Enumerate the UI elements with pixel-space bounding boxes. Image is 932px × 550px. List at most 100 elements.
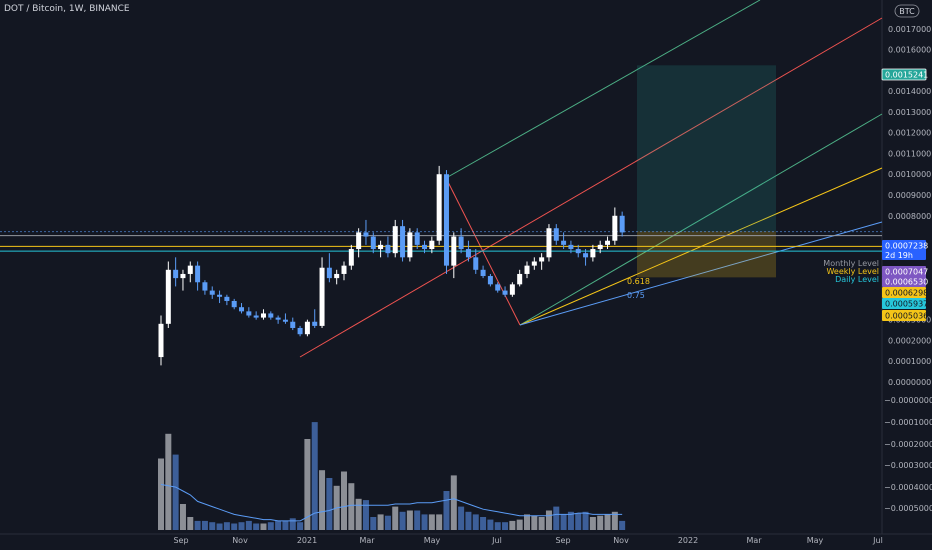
candlesticks	[158, 165, 625, 366]
volume-bar	[406, 510, 413, 530]
volume-bar	[275, 520, 282, 530]
volume-ma-line	[160, 484, 623, 522]
time-label: Jul	[491, 536, 502, 545]
volume-bar	[487, 519, 494, 530]
price-tag-bg	[882, 287, 926, 298]
candle-body	[436, 174, 442, 241]
price-tag-bg	[882, 298, 926, 309]
volume-bar	[311, 422, 318, 530]
candle	[480, 265, 486, 279]
volume-bar	[384, 515, 391, 530]
time-label: Sep	[555, 536, 570, 545]
candle	[509, 282, 515, 297]
candle	[224, 294, 230, 306]
price-tag-value: 0.0006530	[885, 278, 928, 287]
price-tag-bg	[882, 310, 926, 321]
volume-bar	[223, 522, 230, 530]
candle-body	[363, 232, 369, 237]
candle	[319, 257, 325, 328]
price-tick-label: 0.0013000	[888, 108, 931, 117]
currency-badge: BTC	[894, 4, 920, 18]
candle-body	[546, 228, 552, 258]
candle	[597, 240, 603, 254]
volume-tick-label: −0.0004000	[884, 483, 932, 492]
candle-body	[297, 327, 303, 335]
volume-bar	[597, 515, 604, 530]
volume-bar	[341, 471, 347, 530]
candle-body	[304, 321, 310, 335]
candle	[246, 307, 252, 318]
volume-bar	[472, 514, 479, 530]
volume-bar	[319, 470, 326, 530]
candle-body	[224, 296, 230, 301]
candle-body	[319, 267, 325, 326]
candle	[304, 319, 310, 337]
candle-body	[414, 232, 420, 245]
volume-bar	[297, 522, 304, 530]
price-tick-label: 0.0012000	[888, 129, 931, 138]
candle	[568, 240, 574, 254]
volume-bar	[289, 518, 296, 530]
time-axis[interactable]: Sep Nov 2021 Mar May Jul Sep Nov 2022 Mar May Jul	[173, 536, 882, 545]
candle	[282, 313, 288, 324]
price-tick-label: 0.0017000	[888, 25, 931, 34]
candle	[612, 207, 618, 245]
candle	[356, 228, 362, 258]
candle	[260, 309, 266, 320]
time-label: Sep	[173, 536, 188, 545]
candle-body	[590, 249, 596, 258]
candle-body	[341, 265, 347, 274]
candle-body	[239, 307, 245, 312]
candle-body	[407, 232, 413, 258]
volume-bar	[362, 500, 369, 530]
candle	[524, 261, 530, 279]
fan-line-red	[299, 17, 883, 358]
volume-bar	[201, 520, 208, 530]
volume-bar	[253, 523, 260, 530]
volume-bar	[158, 458, 164, 530]
candle-body	[370, 236, 376, 250]
candle-body	[253, 315, 259, 318]
candle-body	[195, 265, 201, 283]
time-label: Nov	[613, 536, 629, 545]
volume-bar	[209, 522, 216, 530]
volume-bar	[179, 504, 186, 530]
candle	[619, 211, 625, 237]
volume-bar	[480, 517, 487, 530]
candle-body	[275, 317, 281, 320]
fib-fan-lines[interactable]	[299, 0, 883, 358]
candle	[239, 303, 245, 314]
fan-line-top	[445, 0, 761, 179]
price-tick-label: 0.0002000	[888, 336, 931, 345]
candle-body	[422, 244, 428, 250]
candle	[583, 249, 589, 266]
candle	[385, 236, 391, 258]
volume-bar	[604, 514, 611, 530]
volume-bar	[538, 517, 545, 530]
price-tag: 0.0015241	[881, 68, 928, 81]
price-tag-value: 0.0005937	[885, 300, 928, 309]
fib-label: 0.618	[627, 277, 650, 286]
candle	[473, 249, 479, 274]
candle	[231, 298, 237, 310]
candle	[341, 261, 347, 281]
volume-bar	[238, 522, 245, 530]
candle-body	[290, 321, 296, 328]
candle-body	[180, 273, 186, 279]
price-tick-label: 0.0016000	[888, 46, 931, 55]
candle-body	[158, 323, 164, 358]
volume-bar	[370, 517, 377, 530]
candle-body	[553, 228, 559, 241]
candle	[502, 286, 508, 297]
volume-bar	[304, 439, 311, 530]
price-tag: 0.0005036	[882, 310, 928, 321]
volume-tick-label: −0.0005000	[884, 504, 932, 513]
volume-bar	[165, 433, 172, 530]
candle	[465, 240, 471, 262]
fan-line-blue	[519, 221, 883, 326]
long-position-tool[interactable]	[637, 65, 776, 278]
level-label: Weekly Level	[826, 267, 879, 276]
candle	[575, 244, 581, 258]
